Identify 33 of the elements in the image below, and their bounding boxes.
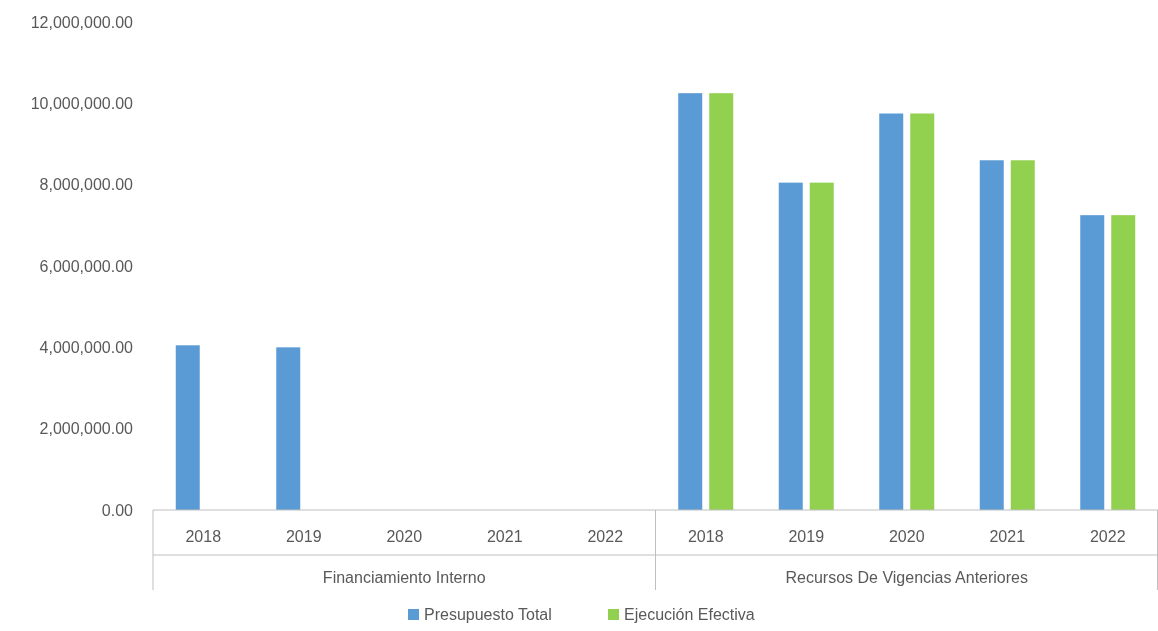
bar <box>709 93 734 510</box>
legend-label: Ejecución Efectiva <box>624 606 755 623</box>
y-tick-label: 6,000,000.00 <box>39 257 134 275</box>
y-tick-label: 10,000,000.00 <box>30 94 134 112</box>
y-tick-label: 4,000,000.00 <box>39 338 134 356</box>
x-tick-label: 2019 <box>788 528 825 545</box>
bar <box>1080 215 1105 510</box>
x-tick-label: 2018 <box>687 528 724 545</box>
y-tick-label: 12,000,000.00 <box>30 13 134 31</box>
bar <box>175 345 200 510</box>
x-tick-label: 2019 <box>285 528 322 545</box>
x-tick-label: 2022 <box>1089 528 1126 545</box>
text: Financiamiento Interno <box>322 569 486 586</box>
legend-label: Presupuesto Total <box>424 606 552 623</box>
x-tick-label: 2022 <box>587 528 624 545</box>
y-tick-label: 8,000,000.00 <box>39 176 134 194</box>
x-tick-label: 2020 <box>386 528 423 545</box>
text: Recursos De Vigencias Anteriores <box>785 569 1028 586</box>
y-tick-label: 0.00 <box>101 501 134 519</box>
bar <box>809 182 834 510</box>
y-tick-label: 2,000,000.00 <box>39 420 134 438</box>
x-tick-label: 2021 <box>989 528 1026 545</box>
x-tick-label: 2020 <box>888 528 925 545</box>
bar <box>276 347 301 510</box>
bar <box>979 160 1004 510</box>
x-tick-label: 2021 <box>486 528 523 545</box>
bar <box>910 113 935 510</box>
bar <box>879 113 904 510</box>
x-tick-label: 2018 <box>185 528 222 545</box>
bar <box>678 93 703 510</box>
bar <box>1010 160 1035 510</box>
bar <box>1111 215 1136 510</box>
bar <box>778 182 803 510</box>
